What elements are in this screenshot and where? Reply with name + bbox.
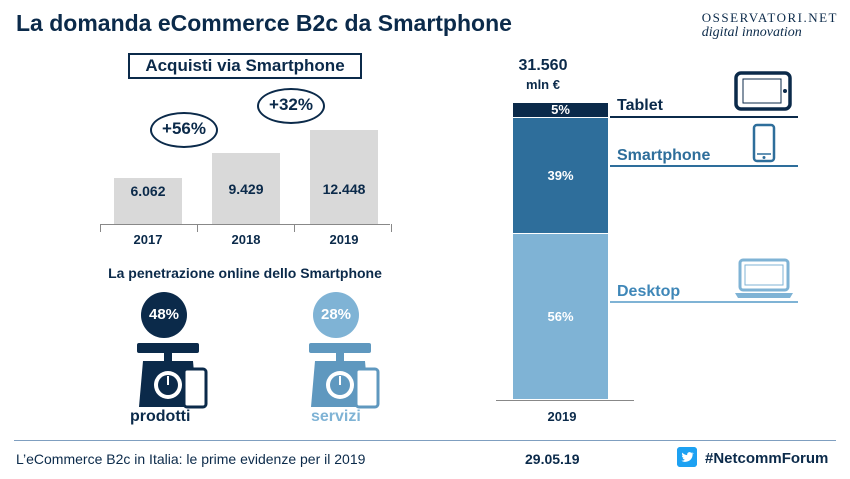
twitter-icon (677, 447, 697, 467)
bar-value-label: 9.429 (228, 181, 264, 197)
legend-line-smartphone (610, 165, 798, 167)
segment-tablet: 5% (513, 102, 608, 118)
growth-oval-2019: +32% (257, 88, 325, 124)
footer-text: L’eCommerce B2c in Italia: le prime evid… (16, 451, 366, 467)
footer-date: 29.05.19 (525, 451, 580, 467)
penetration-label-servizi: servizi (311, 408, 361, 425)
penetration-value-prodotti: 48% (148, 306, 180, 323)
bar-2019 (310, 130, 378, 224)
segment-label: 5% (551, 102, 570, 117)
scale-icon (137, 343, 208, 409)
x-tick-mark (391, 224, 392, 232)
penetration-label-prodotti: prodotti (130, 408, 191, 425)
x-tick-mark (100, 224, 101, 232)
penetration-circle-servizi: 28% (313, 292, 359, 338)
penetration-title: La penetrazione online dello Smartphone (108, 265, 382, 281)
penetration-circle-prodotti: 48% (141, 292, 187, 338)
stack-total-unit: mln € (526, 77, 560, 92)
scale-icon (309, 343, 380, 409)
legend-tablet: Tablet (617, 97, 663, 114)
segment-desktop: 56% (513, 233, 608, 400)
segment-label: 56% (547, 308, 574, 324)
x-tick-mark (197, 224, 198, 232)
segment-smartphone: 39% (513, 117, 608, 234)
legend-desktop: Desktop (617, 283, 681, 300)
stack-x-axis (496, 400, 634, 401)
logo-line1: OSSERVATORI.NET (701, 10, 838, 25)
bar-2018 (212, 152, 280, 224)
growth-oval-2018: +56% (150, 112, 218, 148)
stack-total-value: 31.560 (518, 57, 568, 74)
bar-2017 (114, 178, 182, 224)
x-tick-mark (294, 224, 295, 232)
page-title: La domanda eCommerce B2c da Smartphone (16, 10, 512, 36)
chart-title-box: Acquisti via Smartphone (128, 53, 362, 79)
tablet-icon (734, 71, 792, 111)
segment-label: 39% (547, 167, 574, 183)
legend-line-desktop (610, 301, 798, 303)
stack-x-tick: 2019 (547, 409, 577, 424)
x-axis-line (100, 224, 390, 225)
logo-line2: digital innovation (701, 25, 802, 40)
laptop-icon (735, 258, 793, 298)
hashtag: #NetcommForum (705, 450, 829, 467)
penetration-value-servizi: 28% (320, 306, 352, 323)
x-tick-label: 2019 (329, 232, 359, 247)
bar-value-label: 12.448 (322, 181, 366, 197)
footer-divider (14, 440, 836, 441)
smartphone-icon (752, 123, 776, 163)
osservatori-logo: OSSERVATORI.NET digital innovation (702, 10, 838, 41)
legend-line-tablet (610, 116, 798, 118)
x-tick-label: 2018 (231, 232, 261, 247)
bar-value-label: 6.062 (130, 183, 166, 200)
x-tick-label: 2017 (133, 232, 163, 247)
legend-smartphone: Smartphone (617, 147, 711, 164)
